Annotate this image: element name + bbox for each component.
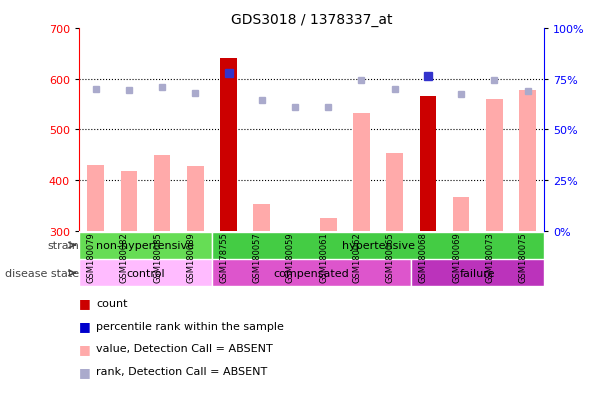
Text: hypertensive: hypertensive <box>342 240 415 251</box>
Text: GSM180082: GSM180082 <box>120 231 129 282</box>
Text: GSM180069: GSM180069 <box>452 231 461 282</box>
Text: GSM180089: GSM180089 <box>186 231 195 282</box>
Text: GSM180079: GSM180079 <box>87 231 95 282</box>
Text: GSM180075: GSM180075 <box>519 231 528 282</box>
Text: GSM180059: GSM180059 <box>286 231 295 282</box>
Bar <box>386 154 403 231</box>
Text: control: control <box>126 268 165 278</box>
Bar <box>79 232 212 259</box>
Bar <box>420 97 436 231</box>
Bar <box>519 91 536 231</box>
Bar <box>187 166 204 231</box>
Text: non-hypertensive: non-hypertensive <box>97 240 195 251</box>
Text: ■: ■ <box>79 342 91 355</box>
Text: GSM180085: GSM180085 <box>153 231 162 282</box>
Text: GSM180057: GSM180057 <box>253 231 262 282</box>
Text: GSM180061: GSM180061 <box>319 231 328 282</box>
Bar <box>79 260 212 287</box>
Text: ■: ■ <box>79 319 91 332</box>
Text: GSM180065: GSM180065 <box>385 231 395 282</box>
Bar <box>88 166 104 231</box>
Bar <box>212 232 544 259</box>
Text: GSM180062: GSM180062 <box>353 231 361 282</box>
Text: disease state: disease state <box>5 268 79 278</box>
Title: GDS3018 / 1378337_at: GDS3018 / 1378337_at <box>231 12 392 26</box>
Text: ■: ■ <box>79 365 91 378</box>
Bar <box>212 260 411 287</box>
Bar <box>154 155 170 231</box>
Bar <box>486 100 503 231</box>
Bar <box>220 59 237 231</box>
Text: value, Detection Call = ABSENT: value, Detection Call = ABSENT <box>96 344 273 354</box>
Text: GSM178755: GSM178755 <box>219 231 229 282</box>
Bar <box>254 205 270 231</box>
Bar <box>453 197 469 231</box>
Bar <box>120 171 137 231</box>
Text: ■: ■ <box>79 297 91 310</box>
Text: compensated: compensated <box>274 268 350 278</box>
Text: percentile rank within the sample: percentile rank within the sample <box>96 321 284 331</box>
Text: failure: failure <box>460 268 496 278</box>
Text: count: count <box>96 298 128 308</box>
Bar <box>353 114 370 231</box>
Text: GSM180073: GSM180073 <box>485 231 494 282</box>
Bar <box>320 218 336 231</box>
Text: strain: strain <box>47 240 79 251</box>
Bar <box>411 260 544 287</box>
Text: GSM180068: GSM180068 <box>419 231 428 282</box>
Text: rank, Detection Call = ABSENT: rank, Detection Call = ABSENT <box>96 366 268 376</box>
